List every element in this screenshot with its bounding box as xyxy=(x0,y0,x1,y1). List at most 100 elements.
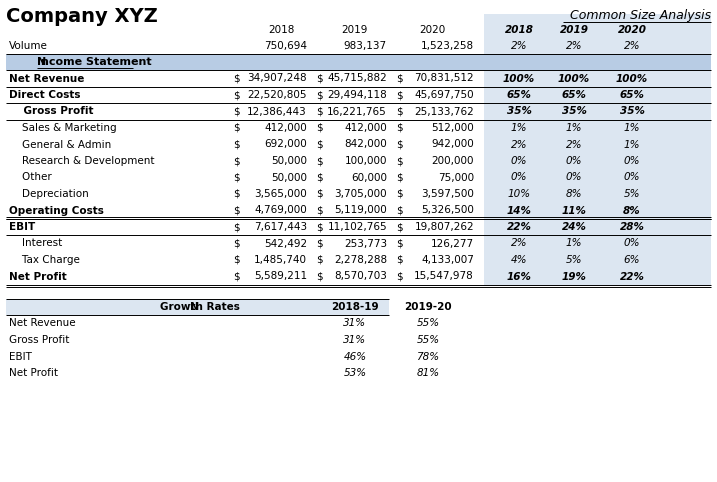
Text: 0%: 0% xyxy=(624,156,640,166)
Text: 22%: 22% xyxy=(507,222,531,232)
Text: $: $ xyxy=(396,107,403,117)
Text: Research & Development: Research & Development xyxy=(9,156,154,166)
Text: 5,119,000: 5,119,000 xyxy=(334,205,387,215)
Text: 31%: 31% xyxy=(343,335,366,345)
Bar xyxy=(484,202,711,219)
Text: 2019-20: 2019-20 xyxy=(404,302,452,312)
Text: Interest: Interest xyxy=(9,239,62,249)
Text: Gross Profit: Gross Profit xyxy=(9,335,70,345)
Text: 2%: 2% xyxy=(511,239,527,249)
Text: 2020: 2020 xyxy=(419,25,445,35)
Text: 5%: 5% xyxy=(566,255,582,265)
Text: 2%: 2% xyxy=(566,41,582,51)
Text: 81%: 81% xyxy=(417,368,440,378)
Text: $: $ xyxy=(396,189,403,199)
Text: $: $ xyxy=(233,255,239,265)
Text: 2,278,288: 2,278,288 xyxy=(334,255,387,265)
Text: 78%: 78% xyxy=(417,351,440,362)
Text: Income Statement: Income Statement xyxy=(37,57,151,67)
Text: 542,492: 542,492 xyxy=(264,239,307,249)
Text: 983,137: 983,137 xyxy=(344,41,387,51)
Text: 75,000: 75,000 xyxy=(438,173,474,183)
Text: EBIT: EBIT xyxy=(9,222,35,232)
Text: $: $ xyxy=(316,222,323,232)
Bar xyxy=(484,13,711,54)
Text: 28%: 28% xyxy=(619,222,645,232)
Text: 35%: 35% xyxy=(561,107,587,117)
Text: $: $ xyxy=(396,173,403,183)
Text: 2018: 2018 xyxy=(268,25,294,35)
Text: 2018: 2018 xyxy=(505,25,533,35)
Text: 2019: 2019 xyxy=(341,25,367,35)
Text: 5,326,500: 5,326,500 xyxy=(421,205,474,215)
Text: 7,617,443: 7,617,443 xyxy=(254,222,307,232)
Text: 55%: 55% xyxy=(417,335,440,345)
Text: 2018-19: 2018-19 xyxy=(331,302,379,312)
Text: $: $ xyxy=(316,205,323,215)
Text: $: $ xyxy=(396,73,403,83)
Bar xyxy=(484,136,711,153)
Text: 10%: 10% xyxy=(508,189,531,199)
Text: 100,000: 100,000 xyxy=(344,156,387,166)
Text: 4%: 4% xyxy=(511,255,527,265)
Text: 0%: 0% xyxy=(566,156,582,166)
Text: $: $ xyxy=(316,123,323,133)
Text: 2%: 2% xyxy=(566,139,582,149)
Text: 65%: 65% xyxy=(507,90,531,100)
Text: 29,494,118: 29,494,118 xyxy=(327,90,387,100)
Text: $: $ xyxy=(233,123,239,133)
Text: 19,807,262: 19,807,262 xyxy=(414,222,474,232)
Text: 50,000: 50,000 xyxy=(271,173,307,183)
Text: $: $ xyxy=(233,222,239,232)
Text: $: $ xyxy=(233,173,239,183)
Bar xyxy=(484,87,711,103)
Text: 3,705,000: 3,705,000 xyxy=(334,189,387,199)
Text: $: $ xyxy=(233,107,239,117)
Bar xyxy=(484,153,711,169)
Text: 4,769,000: 4,769,000 xyxy=(255,205,307,215)
Text: 1%: 1% xyxy=(511,123,527,133)
Text: 100%: 100% xyxy=(558,73,590,83)
Text: 412,000: 412,000 xyxy=(265,123,307,133)
Text: 8%: 8% xyxy=(566,189,582,199)
Text: General & Admin: General & Admin xyxy=(9,139,111,149)
Text: $: $ xyxy=(396,205,403,215)
Text: $: $ xyxy=(316,90,323,100)
Text: EBIT: EBIT xyxy=(9,351,32,362)
Text: $: $ xyxy=(316,107,323,117)
Text: 8,570,703: 8,570,703 xyxy=(334,271,387,281)
Text: 25,133,762: 25,133,762 xyxy=(414,107,474,117)
Text: 100%: 100% xyxy=(503,73,535,83)
Text: 16,221,765: 16,221,765 xyxy=(327,107,387,117)
Text: 65%: 65% xyxy=(561,90,587,100)
Text: $: $ xyxy=(396,239,403,249)
Text: 34,907,248: 34,907,248 xyxy=(247,73,307,83)
Text: 60,000: 60,000 xyxy=(351,173,387,183)
Text: $: $ xyxy=(396,139,403,149)
Text: 3,597,500: 3,597,500 xyxy=(421,189,474,199)
Text: 4,133,007: 4,133,007 xyxy=(421,255,474,265)
Text: $: $ xyxy=(396,156,403,166)
Text: Net Profit: Net Profit xyxy=(9,271,67,281)
Text: 50,000: 50,000 xyxy=(271,156,307,166)
Text: $: $ xyxy=(233,189,239,199)
Text: 1,523,258: 1,523,258 xyxy=(421,41,474,51)
Text: $: $ xyxy=(233,90,239,100)
Text: Other: Other xyxy=(9,173,52,183)
Text: $: $ xyxy=(233,271,239,281)
Text: 6%: 6% xyxy=(624,255,640,265)
Text: 126,277: 126,277 xyxy=(431,239,474,249)
Text: 0%: 0% xyxy=(624,173,640,183)
Text: 100%: 100% xyxy=(616,73,648,83)
Text: 942,000: 942,000 xyxy=(431,139,474,149)
Text: $: $ xyxy=(233,139,239,149)
Text: 45,715,882: 45,715,882 xyxy=(327,73,387,83)
Text: 412,000: 412,000 xyxy=(344,123,387,133)
Bar xyxy=(484,103,711,120)
Text: Net Profit: Net Profit xyxy=(9,368,58,378)
Text: Tax Charge: Tax Charge xyxy=(9,255,80,265)
Text: Depreciation: Depreciation xyxy=(9,189,89,199)
Text: 11,102,765: 11,102,765 xyxy=(328,222,387,232)
Text: 35%: 35% xyxy=(507,107,531,117)
Text: $: $ xyxy=(396,255,403,265)
